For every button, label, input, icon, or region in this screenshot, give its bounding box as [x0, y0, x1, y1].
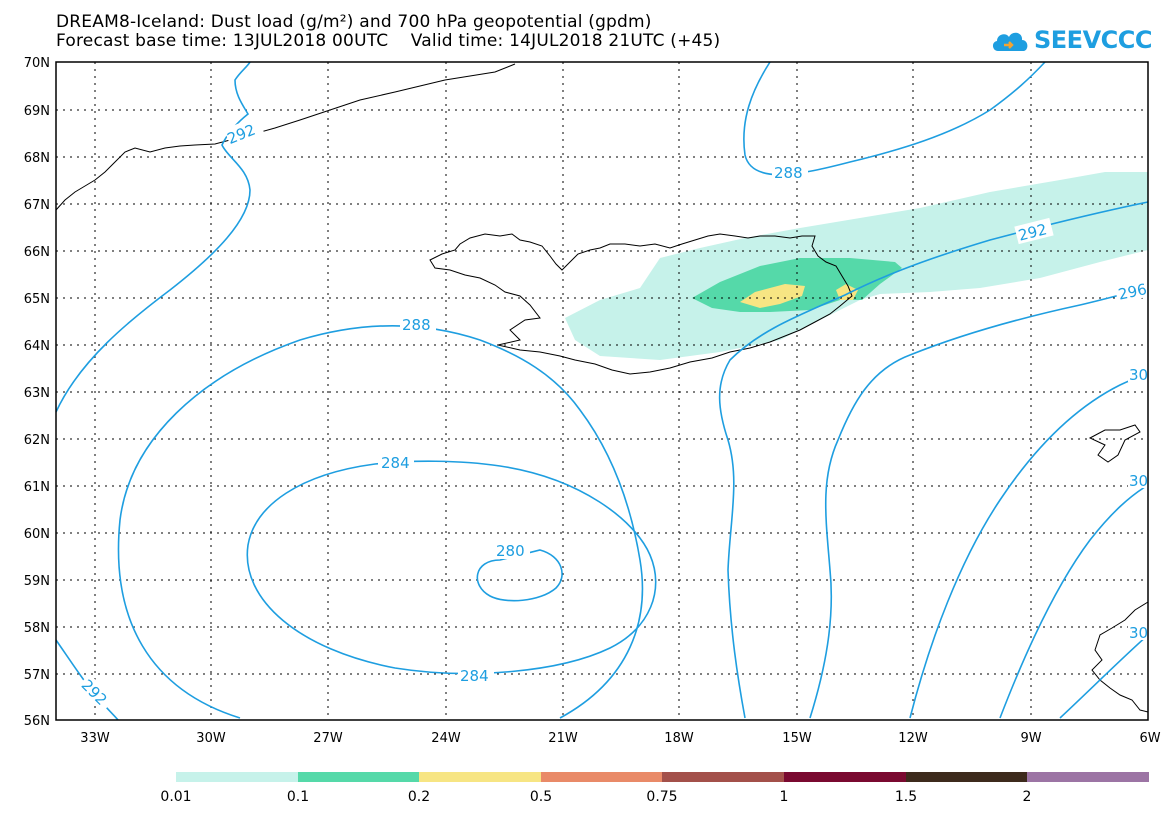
map-subtitle: Forecast base time: 13JUL2018 00UTC Vali… — [56, 31, 721, 51]
contour-300-a — [909, 372, 1149, 719]
lat-label: 69N — [24, 104, 50, 119]
grid-lines — [56, 62, 1148, 720]
lat-label: 62N — [24, 433, 50, 448]
lon-label: 33W — [80, 731, 110, 746]
legend-swatch — [1027, 772, 1149, 782]
contour-288-north — [743, 61, 1046, 176]
iceland-coastline — [429, 233, 853, 375]
contour-284 — [246, 460, 657, 675]
lat-label: 63N — [24, 386, 50, 401]
map-title: DREAM8-Iceland: Dust load (g/m²) and 700… — [56, 12, 652, 32]
dust-load-shading — [565, 172, 1148, 360]
coastlines — [55, 63, 1149, 713]
legend-label: 1.5 — [895, 789, 917, 805]
contour-292-west — [55, 61, 251, 413]
lon-label: 18W — [664, 731, 694, 746]
contour-label-284-south: 284 — [460, 667, 489, 685]
legend-label: 1 — [780, 789, 789, 805]
legend-label: 0.01 — [160, 789, 191, 805]
legend-swatch — [298, 772, 419, 782]
contour-label-300-c: 30 — [1129, 624, 1148, 642]
contour-300-b — [999, 484, 1149, 719]
legend-swatch — [906, 772, 1027, 782]
lon-label: 30W — [196, 731, 226, 746]
legend-label: 0.75 — [646, 789, 677, 805]
lat-label: 59N — [24, 574, 50, 589]
lon-label: 24W — [431, 731, 461, 746]
scotland-coastline — [1091, 601, 1149, 713]
contour-280 — [476, 549, 563, 602]
legend-label: 0.1 — [287, 789, 309, 805]
lat-label: 60N — [24, 527, 50, 542]
map-frame — [55, 61, 1149, 721]
lat-label: 61N — [24, 480, 50, 495]
faroe-islands — [1088, 424, 1141, 463]
contour-labels: 280 284 284 288 288 292 292 292 296 30 3… — [76, 115, 1150, 713]
logo-text: SEEVCCC — [1034, 26, 1153, 54]
contour-label-284-north: 284 — [381, 454, 410, 472]
greenland-coastline — [55, 63, 516, 211]
legend-label: 2 — [1023, 789, 1032, 805]
lon-label: 15W — [782, 731, 812, 746]
legend-label: 0.2 — [408, 789, 430, 805]
contour-296 — [809, 287, 1149, 719]
lat-label: 70N — [24, 56, 50, 71]
lon-label: 21W — [548, 731, 578, 746]
lon-label: 9W — [1020, 731, 1041, 746]
lon-label: 6W — [1139, 731, 1160, 746]
contour-label-280: 280 — [496, 542, 525, 560]
lat-label: 66N — [24, 245, 50, 260]
contour-label-288-west: 288 — [402, 316, 431, 334]
lat-label: 57N — [24, 668, 50, 683]
legend-swatch — [784, 772, 906, 782]
cloud-logo-icon — [992, 32, 1028, 51]
legend-swatch — [541, 772, 662, 782]
seevccc-logo: SEEVCCC — [990, 24, 1153, 56]
legend-labels: 0.01 0.1 0.2 0.5 0.75 1 1.5 2 — [160, 789, 1031, 805]
contour-292-main — [718, 201, 1149, 719]
lat-label: 64N — [24, 339, 50, 354]
legend-swatch — [419, 772, 541, 782]
contour-label-288-north: 288 — [774, 164, 803, 182]
contour-label-296: 296 — [1117, 280, 1149, 304]
legend-swatch — [662, 772, 784, 782]
legend-label: 0.5 — [530, 789, 552, 805]
contour-label-300-a: 30 — [1129, 366, 1148, 384]
geopotential-contours — [55, 61, 1149, 721]
longitude-labels: 33W 30W 27W 24W 21W 18W 15W 12W 9W 6W — [80, 731, 1160, 746]
lat-label: 58N — [24, 621, 50, 636]
lat-label: 56N — [24, 714, 50, 729]
contour-300-c — [1059, 634, 1149, 719]
legend-colorbar — [176, 772, 1149, 782]
contour-288-south — [117, 324, 644, 719]
lat-label: 68N — [24, 151, 50, 166]
legend-swatch — [176, 772, 298, 782]
dust-0.2-area — [740, 284, 805, 308]
lon-label: 27W — [313, 731, 343, 746]
lon-label: 12W — [898, 731, 928, 746]
contour-label-300-b: 30 — [1129, 472, 1148, 490]
lat-label: 67N — [24, 198, 50, 213]
latitude-labels: 70N 69N 68N 67N 66N 65N 64N 63N 62N 61N … — [24, 56, 50, 729]
lat-label: 65N — [24, 292, 50, 307]
